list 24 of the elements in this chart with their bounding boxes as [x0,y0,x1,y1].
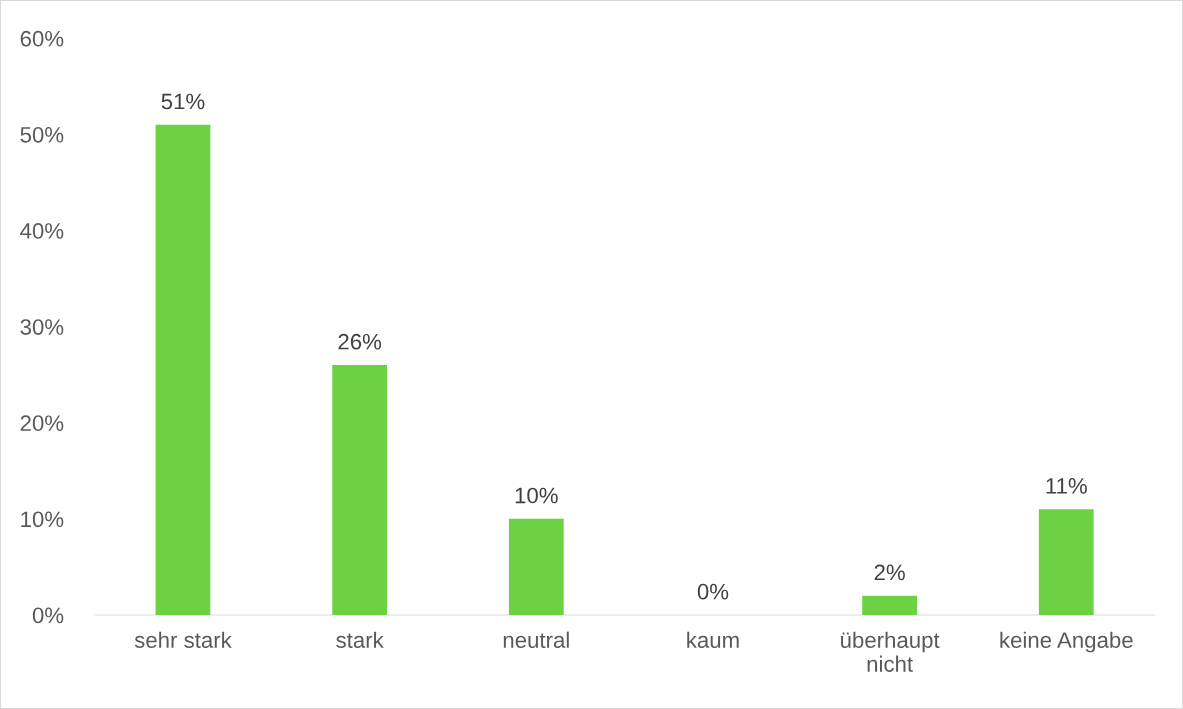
data-label: 0% [697,583,729,600]
y-tick-label: 30% [20,319,64,335]
bar [155,124,211,615]
bar [332,365,388,615]
data-label: 51% [161,93,205,110]
y-tick-label: 40% [20,223,64,239]
x-tick-label: stark [336,631,384,648]
x-tick-label: sehr stark [134,631,232,648]
bar [862,595,917,615]
x-tick-label: neutral [503,631,569,648]
y-tick-label: 0% [32,607,64,624]
y-tick-label: 10% [21,511,64,528]
x-tick-label: kaum [687,631,739,648]
data-label: 26% [338,333,382,350]
y-tick-label: 60% [20,30,64,47]
x-tick-label: überhaupt nicht [841,631,940,672]
data-label: 2% [874,564,905,581]
bar [1038,509,1094,615]
data-label: 11% [1046,478,1087,494]
y-tick-label: 20% [20,415,64,432]
x-tick-label: keine Angabe [1000,631,1133,653]
bar [508,518,564,615]
y-tick-label: 50% [20,126,64,143]
data-label: 10% [515,487,558,504]
